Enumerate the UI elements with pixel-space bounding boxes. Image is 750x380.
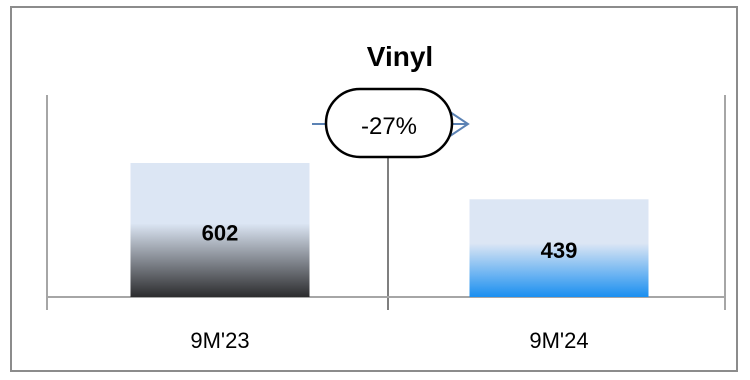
bar-1	[130, 163, 310, 297]
chart-title: Vinyl	[367, 41, 433, 72]
change-badge	[324, 87, 454, 159]
chart-frame: Vinyl 602 439 9M'23 9M'24 -27%	[10, 6, 738, 372]
category-label-1: 9M'23	[190, 328, 249, 353]
change-arrow-head	[449, 111, 470, 137]
vinyl-bar-chart: Vinyl 602 439 9M'23 9M'24 -27%	[46, 41, 726, 353]
bar-value-label-1: 602	[202, 221, 239, 246]
bar-2	[469, 199, 649, 297]
bar-value-label-2: 439	[541, 238, 578, 263]
change-annotation: -27%	[312, 87, 470, 159]
change-label: -27%	[361, 113, 417, 140]
category-label-2: 9M'24	[529, 328, 588, 353]
